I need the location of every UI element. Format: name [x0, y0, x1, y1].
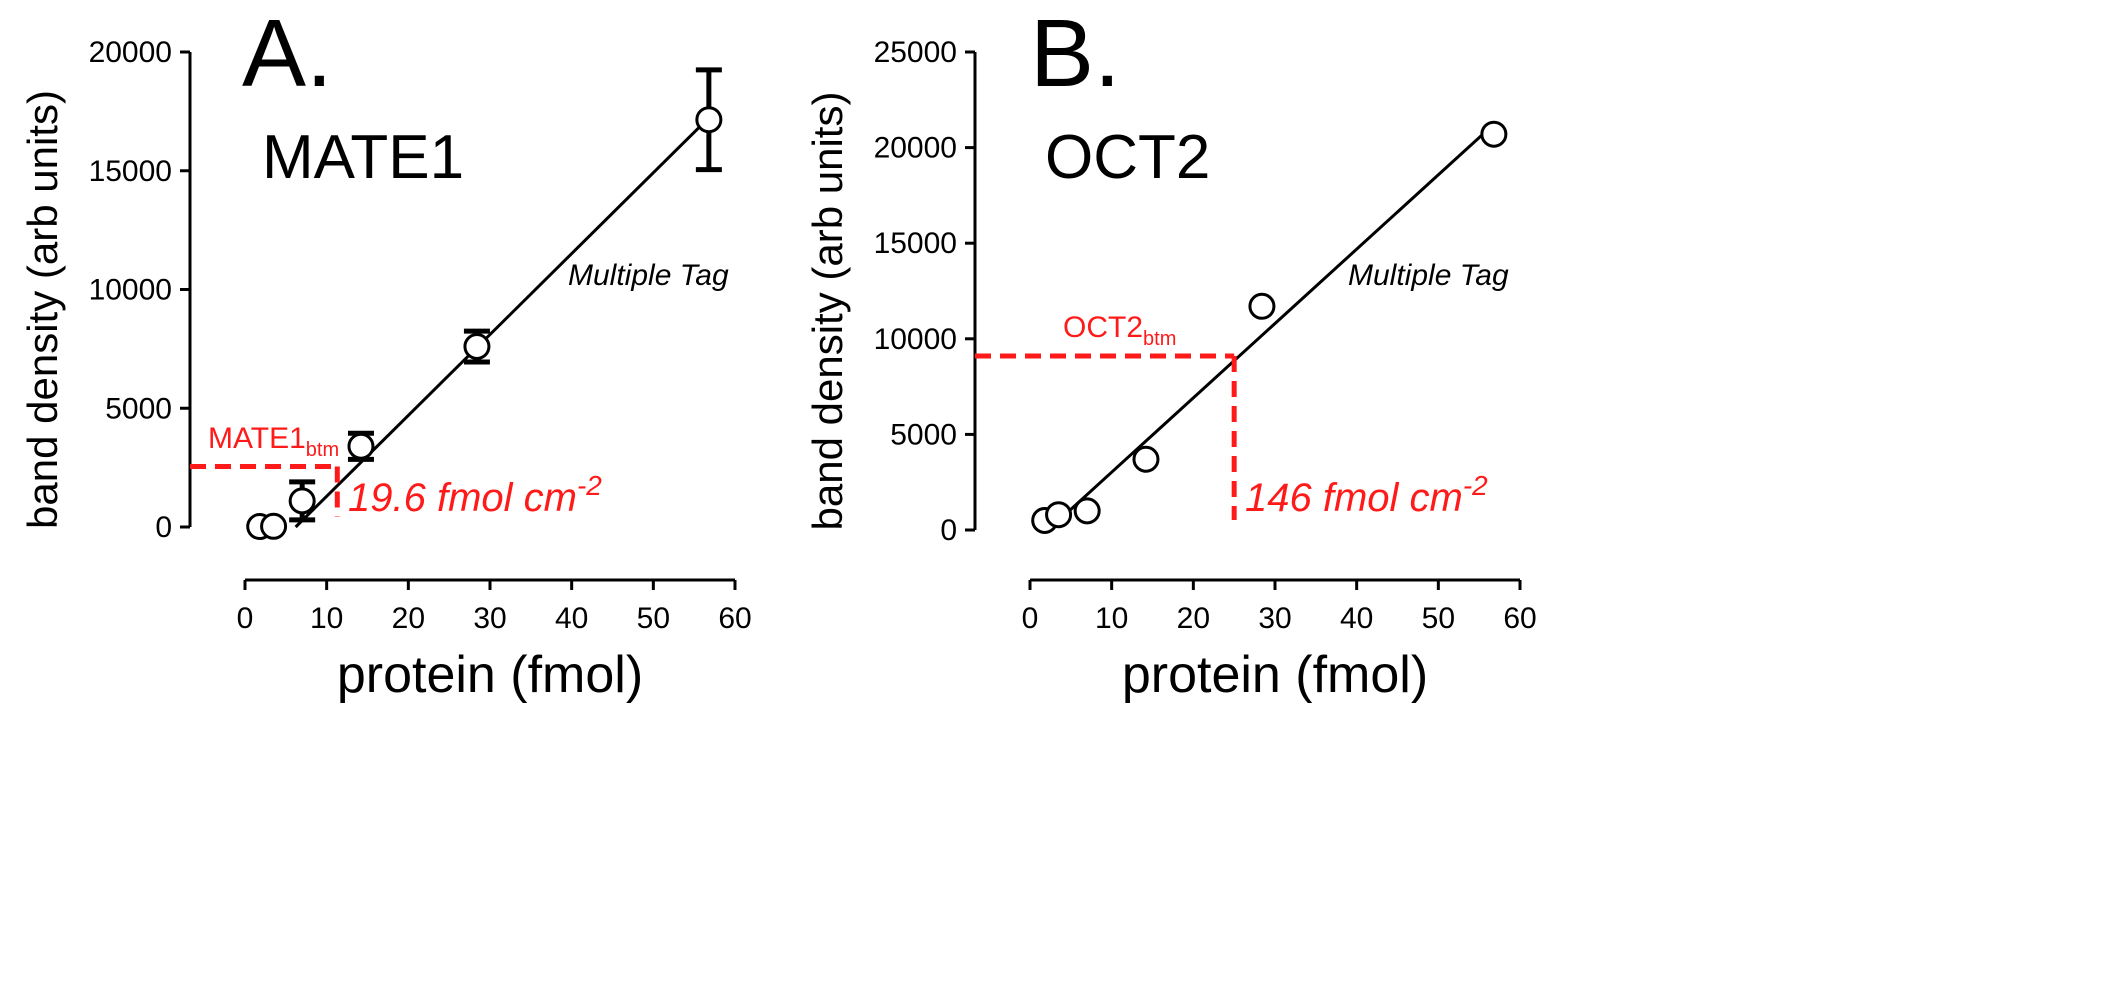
- y-tick-label: 25000: [874, 36, 957, 69]
- annotation-value: 146 fmol cm-2: [1245, 470, 1488, 520]
- fit-label: Multiple Tag: [568, 259, 729, 292]
- annotation-value-exponent: -2: [1463, 470, 1488, 501]
- x-tick-label: 40: [555, 602, 588, 635]
- y-tick-label: 10000: [874, 323, 957, 356]
- chart-title: OCT2: [1045, 123, 1210, 192]
- data-point: [1045, 501, 1073, 529]
- x-tick-label: 20: [392, 602, 425, 635]
- y-tick-label: 0: [940, 514, 957, 547]
- data-point: [695, 106, 723, 134]
- y-tick-label: 5000: [890, 418, 957, 451]
- y-tick-label: 15000: [89, 155, 172, 188]
- annotation-label-main: OCT2: [1063, 311, 1143, 344]
- fit-line: [1053, 121, 1497, 526]
- data-point: [463, 333, 491, 360]
- x-tick-label: 10: [1095, 602, 1128, 635]
- data-point: [1132, 445, 1160, 473]
- annotation-value-main: 19.6 fmol cm: [348, 476, 577, 520]
- x-tick-label: 50: [1422, 602, 1455, 635]
- y-tick-label: 15000: [874, 227, 957, 260]
- x-tick-label: 10: [310, 602, 343, 635]
- annotation-label: OCT2btm: [1063, 311, 1176, 350]
- annotation-label-subscript: btm: [1143, 328, 1176, 350]
- y-axis-title: band density (arb units): [804, 92, 851, 531]
- annotation-value-exponent: -2: [577, 470, 602, 501]
- x-tick-label: 20: [1177, 602, 1210, 635]
- annotation-label-main: MATE1: [208, 422, 306, 455]
- data-point: [347, 432, 375, 460]
- y-tick-label: 10000: [89, 274, 172, 307]
- x-tick-label: 60: [718, 602, 751, 635]
- x-tick-label: 60: [1503, 602, 1536, 635]
- panel-a: 0 5000 10000 15000 20000 0 10 20 30 40 50 60 band de…: [19, 0, 752, 704]
- annotation-value-main: 146 fmol cm: [1245, 476, 1463, 520]
- fit-label: Multiple Tag: [1348, 259, 1509, 292]
- x-tick-label: 30: [1258, 602, 1291, 635]
- x-tick-label: 0: [1022, 602, 1039, 635]
- x-tick-label: 50: [637, 602, 670, 635]
- data-point: [260, 512, 288, 540]
- data-point: [288, 487, 316, 515]
- annotation-label: MATE1btm: [208, 422, 339, 461]
- data-point: [1248, 292, 1276, 320]
- y-tick-label: 0: [155, 511, 172, 544]
- data-point: [1073, 497, 1101, 525]
- x-tick-label: 40: [1340, 602, 1373, 635]
- x-axis-title: protein (fmol): [337, 646, 643, 704]
- y-tick-label: 20000: [874, 132, 957, 165]
- annotation-value: 19.6 fmol cm-2: [348, 470, 602, 520]
- y-tick-label: 5000: [105, 392, 172, 425]
- y-tick-label: 20000: [89, 36, 172, 69]
- panel-b: 0 5000 10000 15000 20000 25000 0 10 20 30 40 50 60 ba…: [804, 0, 1537, 704]
- x-tick-label: 0: [237, 602, 254, 635]
- x-tick-label: 30: [473, 602, 506, 635]
- x-axis-title: protein (fmol): [1122, 646, 1428, 704]
- y-axis-title: band density (arb units): [19, 90, 66, 529]
- panel-label: B.: [1030, 0, 1121, 107]
- chart-title: MATE1: [262, 123, 464, 192]
- data-point: [1480, 120, 1508, 148]
- annotation-label-subscript: btm: [306, 439, 339, 461]
- panel-label: A.: [242, 0, 333, 107]
